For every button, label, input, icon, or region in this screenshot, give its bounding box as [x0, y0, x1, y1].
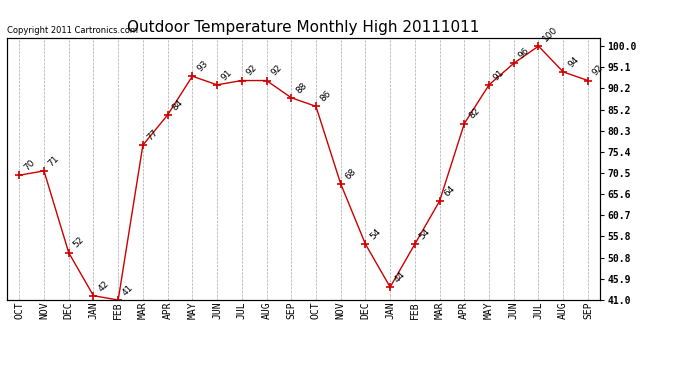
- Text: 82: 82: [467, 106, 482, 121]
- Text: 92: 92: [244, 63, 259, 78]
- Text: 100: 100: [541, 25, 560, 44]
- Text: 77: 77: [146, 128, 160, 142]
- Text: 54: 54: [417, 227, 432, 241]
- Text: 94: 94: [566, 55, 580, 69]
- Text: 41: 41: [121, 283, 135, 297]
- Text: 70: 70: [22, 158, 37, 172]
- Title: Outdoor Temperature Monthly High 20111011: Outdoor Temperature Monthly High 2011101…: [128, 20, 480, 35]
- Text: 64: 64: [442, 184, 457, 198]
- Text: 71: 71: [47, 154, 61, 168]
- Text: 52: 52: [72, 236, 86, 250]
- Text: 88: 88: [294, 81, 308, 95]
- Text: 42: 42: [96, 279, 110, 293]
- Text: 84: 84: [170, 98, 185, 112]
- Text: 96: 96: [517, 46, 531, 60]
- Text: 86: 86: [319, 89, 333, 104]
- Text: Copyright 2011 Cartronics.com: Copyright 2011 Cartronics.com: [7, 26, 138, 35]
- Text: 54: 54: [368, 227, 382, 241]
- Text: 92: 92: [591, 63, 605, 78]
- Text: 93: 93: [195, 59, 210, 74]
- Text: 44: 44: [393, 270, 407, 284]
- Text: 92: 92: [269, 63, 284, 78]
- Text: 91: 91: [220, 68, 235, 82]
- Text: 91: 91: [492, 68, 506, 82]
- Text: 68: 68: [344, 166, 358, 181]
